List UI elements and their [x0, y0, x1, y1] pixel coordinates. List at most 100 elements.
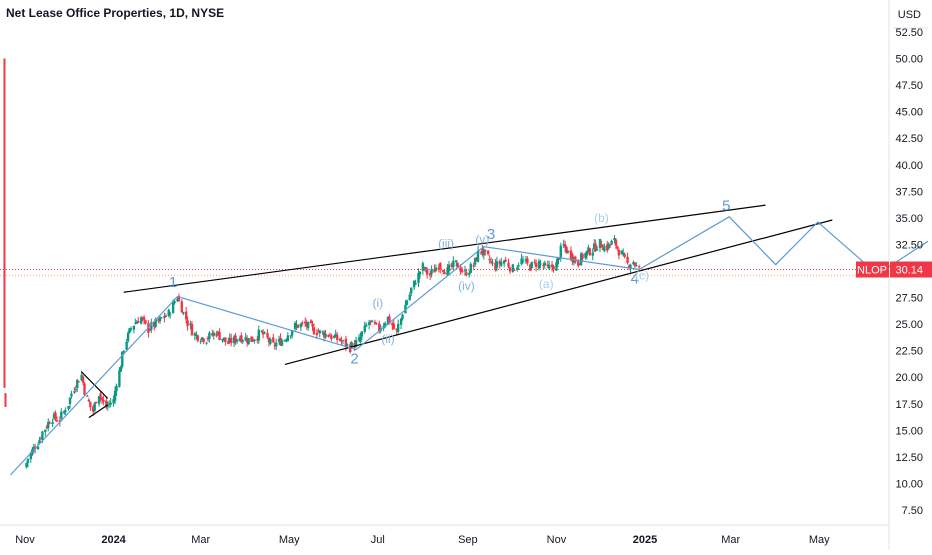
trendline-1: [123, 204, 766, 293]
y-tick-label: 42.50: [895, 133, 923, 145]
candle-body: [591, 252, 594, 256]
candle-body: [359, 336, 362, 343]
candle-body: [299, 323, 303, 328]
candle-body: [547, 264, 551, 269]
symbol-tag: NLOP: [857, 265, 887, 277]
candle-body: [51, 421, 54, 425]
candle-body: [295, 324, 298, 328]
candle-body: [70, 393, 73, 397]
candle-body: [54, 412, 57, 420]
candle-body: [460, 270, 464, 273]
candle-body: [587, 247, 590, 252]
candle-body: [273, 344, 276, 346]
candle-body: [55, 420, 59, 422]
wave-label: (v): [475, 232, 489, 246]
candle-body: [335, 334, 339, 340]
candle-body: [208, 332, 211, 339]
candle-body: [315, 333, 319, 336]
currency-label: USD: [898, 9, 921, 21]
candle-body: [167, 309, 170, 317]
candle-body: [286, 335, 290, 342]
y-tick-label: 27.50: [895, 293, 923, 305]
candle-body: [360, 331, 364, 337]
candle-body: [600, 244, 603, 248]
candle-body: [565, 246, 568, 254]
candle-body: [585, 250, 589, 256]
candle-body: [482, 249, 486, 256]
candle-body: [468, 272, 471, 275]
candle-body: [623, 254, 626, 257]
candle-body: [137, 321, 140, 323]
y-tick-label: 22.50: [895, 346, 923, 358]
candle-body: [76, 379, 79, 389]
y-tick-label: 50.00: [895, 54, 923, 66]
candle-body: [614, 239, 618, 246]
candle-body: [64, 410, 67, 412]
candle-body: [399, 318, 403, 325]
candle-body: [365, 324, 368, 327]
candle-body: [251, 339, 255, 342]
candle-body: [176, 298, 179, 302]
candle-body: [279, 338, 282, 346]
candle-body: [324, 333, 327, 338]
candle-body: [305, 322, 308, 327]
candle-body: [106, 405, 109, 407]
candle-body: [168, 313, 172, 315]
candle-body: [92, 406, 95, 412]
candle-body: [378, 323, 381, 332]
candle-body: [534, 263, 538, 268]
x-tick-label: Jul: [371, 534, 385, 546]
candle-body: [383, 323, 387, 327]
candle-body: [566, 250, 570, 253]
x-tick-label: Sep: [458, 534, 478, 546]
wave-label: 4: [631, 271, 639, 288]
candle-body: [97, 396, 101, 404]
candle-body: [327, 334, 330, 337]
candle-body: [353, 343, 356, 348]
y-tick-label: 35.00: [895, 213, 923, 225]
candle-body: [81, 376, 85, 383]
candle-body: [47, 421, 50, 429]
candle-body: [102, 399, 105, 402]
candle-body: [25, 462, 28, 468]
candle-body: [455, 260, 458, 263]
candle-body: [481, 248, 484, 255]
candle-body: [250, 336, 253, 343]
candle-body: [620, 250, 623, 255]
symbol-tag-bg: [856, 261, 889, 278]
candle-body: [193, 333, 197, 336]
x-tick-label: May: [809, 534, 830, 546]
y-tick-label: 7.50: [902, 505, 923, 517]
candle-body: [221, 338, 224, 341]
candle-body: [301, 322, 304, 324]
candle-body: [386, 316, 390, 325]
candle-body: [441, 270, 445, 272]
candle-body: [280, 340, 284, 346]
x-tick-label: Mar: [721, 534, 740, 546]
x-tick-label: Nov: [547, 534, 567, 546]
candle-body: [306, 322, 310, 328]
wave-label: (a): [539, 277, 554, 291]
candle-body: [99, 393, 102, 398]
candle-body: [563, 244, 567, 248]
wave-label: 2: [350, 350, 358, 367]
wave-label: (iii): [438, 237, 454, 251]
candle-body: [418, 271, 422, 275]
candle-body: [234, 335, 237, 343]
y-tick-label: 15.00: [895, 425, 923, 437]
candle-body: [428, 273, 432, 276]
x-tick-label: 2025: [633, 534, 657, 546]
candle-body: [63, 411, 66, 414]
candle-body: [112, 399, 115, 404]
candle-body: [218, 331, 221, 340]
candle-body: [215, 332, 218, 337]
candle-body: [375, 322, 378, 324]
candle-body: [121, 351, 124, 367]
candle-body: [241, 340, 244, 342]
candle-body: [537, 260, 541, 269]
candle-body: [408, 294, 411, 300]
candle-body: [469, 263, 472, 273]
candle-body: [73, 391, 76, 393]
candle-body: [80, 374, 83, 381]
